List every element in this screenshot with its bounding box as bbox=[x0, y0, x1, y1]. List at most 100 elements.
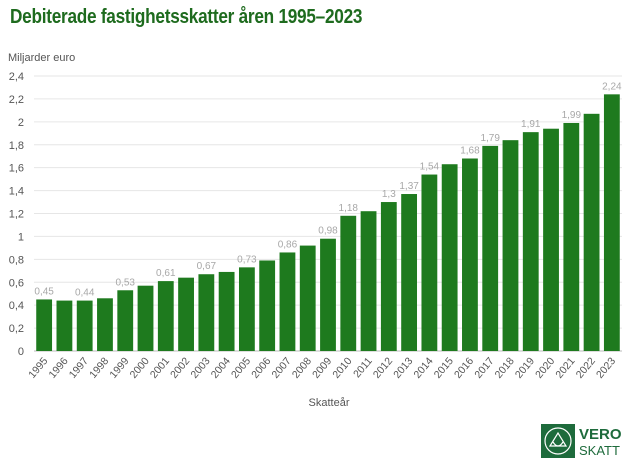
bar-2023 bbox=[603, 94, 620, 351]
x-tick-label: 1996 bbox=[47, 355, 71, 381]
data-label-2009: 0,98 bbox=[318, 226, 338, 237]
x-tick-label: 2004 bbox=[209, 355, 233, 381]
data-labels: 0,45 0,440,530,610,670,730,860,981,181,31… bbox=[34, 81, 622, 298]
bar-2016 bbox=[462, 158, 478, 351]
bar-2005 bbox=[238, 267, 255, 351]
y-tick-label: 0,6 bbox=[9, 277, 24, 289]
bar-1995 bbox=[36, 299, 53, 351]
y-tick-label: 2,2 bbox=[9, 94, 24, 106]
x-tick-label: 2015 bbox=[432, 355, 456, 381]
bar-2009 bbox=[320, 238, 336, 351]
bar-1996 bbox=[56, 300, 73, 351]
data-label-2019: 1,91 bbox=[521, 119, 541, 130]
y-tick-label: 1,2 bbox=[9, 209, 24, 221]
x-tick-label: 2016 bbox=[452, 355, 476, 381]
bar-2018 bbox=[502, 140, 519, 351]
y-tick-label: 0,4 bbox=[9, 300, 24, 312]
data-label-2014: 1,54 bbox=[420, 162, 440, 173]
bar-1998 bbox=[97, 298, 113, 351]
bar-2012 bbox=[380, 202, 397, 351]
data-label-2012: 1,3 bbox=[382, 189, 396, 200]
bar-2020 bbox=[543, 128, 559, 351]
x-tick-label: 2018 bbox=[493, 355, 517, 381]
x-tick-label: 2007 bbox=[270, 355, 294, 381]
bar-2002 bbox=[178, 277, 194, 351]
x-tick-label: 2019 bbox=[513, 355, 537, 381]
logo-text-vero: VERO bbox=[579, 426, 622, 443]
logo-emblem bbox=[541, 424, 575, 458]
bar-chart: 0 0,2 0,4 0,6 0,8 1 1,2 1,4 1,6 1,8 2 2,2 2,4 0,45 0,… bbox=[9, 71, 622, 409]
data-label-2007: 0,86 bbox=[278, 239, 298, 250]
bar-2001 bbox=[157, 281, 174, 351]
vero-skatt-logo: VERO SKATT bbox=[541, 424, 622, 458]
bar-1997 bbox=[76, 300, 93, 351]
y-tick-label: 0,2 bbox=[9, 323, 24, 335]
x-tick-label: 1999 bbox=[107, 355, 131, 381]
bar-2013 bbox=[401, 194, 418, 351]
bar-2021 bbox=[563, 122, 580, 352]
bar-2007 bbox=[279, 252, 296, 351]
logo-text-skatt: SKATT bbox=[579, 443, 620, 458]
bar-2015 bbox=[441, 164, 458, 351]
x-tick-label: 2014 bbox=[411, 355, 435, 381]
bar-2010 bbox=[340, 215, 357, 351]
bar-2008 bbox=[299, 245, 316, 351]
bar-2019 bbox=[522, 132, 539, 351]
y-tick-label: 2 bbox=[18, 117, 24, 129]
data-label-2023: 2,24 bbox=[602, 81, 622, 92]
y-tick-label: 1 bbox=[18, 231, 24, 243]
x-tick-label: 2011 bbox=[351, 355, 375, 380]
bar-2014 bbox=[421, 174, 438, 351]
y-tick-label: 0,8 bbox=[9, 254, 24, 266]
y-tick-label: 1,8 bbox=[9, 140, 24, 152]
data-label-2017: 1,79 bbox=[480, 133, 500, 144]
bar-2011 bbox=[360, 211, 377, 351]
bar-2003 bbox=[198, 274, 215, 351]
chart-title: Debiterade fastighetsskatter åren 1995–2… bbox=[10, 6, 363, 28]
bar-1999 bbox=[117, 290, 134, 351]
y-tick-label: 2,4 bbox=[9, 71, 24, 83]
x-tick-label: 2000 bbox=[128, 355, 152, 381]
y-tick-label: 0 bbox=[18, 346, 24, 358]
y-axis-label: Miljarder euro bbox=[8, 52, 76, 64]
data-label-2005: 0,73 bbox=[237, 254, 257, 265]
x-tick-label: 2020 bbox=[533, 355, 557, 381]
x-tick-label: 2006 bbox=[249, 355, 273, 381]
data-label-1995: 0,45 bbox=[34, 286, 54, 297]
bar-2022 bbox=[583, 113, 600, 351]
x-tick-label: 2012 bbox=[371, 355, 395, 381]
data-label-2021: 1,99 bbox=[562, 110, 582, 121]
x-axis-label: Skatteår bbox=[309, 397, 350, 409]
data-label-2010: 1,18 bbox=[339, 203, 359, 214]
x-tick-label: 2017 bbox=[472, 355, 496, 381]
x-tick-label: 2008 bbox=[290, 355, 314, 381]
x-tick-label: 2021 bbox=[553, 355, 577, 381]
x-tick-label: 1995 bbox=[26, 355, 50, 381]
x-tick-label: 1997 bbox=[67, 355, 91, 381]
x-tick-label: 2010 bbox=[330, 355, 354, 381]
data-label-2013: 1,37 bbox=[399, 181, 419, 192]
bar-2017 bbox=[482, 145, 499, 351]
x-tick-label: 2005 bbox=[229, 355, 253, 381]
bar-2004 bbox=[218, 271, 235, 351]
x-tick-label: 2003 bbox=[188, 355, 212, 381]
data-label-2016: 1,68 bbox=[460, 146, 480, 157]
y-tick-label: 1,6 bbox=[9, 163, 24, 175]
data-label-2001: 0,61 bbox=[156, 268, 176, 279]
bar-2006 bbox=[259, 260, 276, 351]
data-label-2003: 0,67 bbox=[197, 261, 217, 272]
x-tick-label: 2023 bbox=[594, 355, 618, 381]
data-label-1999: 0,53 bbox=[116, 277, 136, 288]
x-tick-label: 2001 bbox=[148, 355, 172, 381]
data-label-1997: 0,44 bbox=[75, 288, 95, 299]
x-tick-label: 2002 bbox=[168, 355, 192, 381]
x-tick-label: 2009 bbox=[310, 355, 334, 381]
bars bbox=[36, 94, 620, 352]
x-tick-label: 2013 bbox=[391, 355, 415, 381]
x-tick-labels: 1995199619971998199920002001200220032004… bbox=[26, 355, 618, 381]
x-tick-label: 1998 bbox=[87, 355, 111, 381]
y-tick-label: 1,4 bbox=[9, 186, 24, 198]
bar-2000 bbox=[137, 285, 154, 351]
y-tick-labels: 0 0,2 0,4 0,6 0,8 1 1,2 1,4 1,6 1,8 2 2,2 2,4 bbox=[9, 71, 24, 358]
x-tick-label: 2022 bbox=[574, 355, 598, 381]
